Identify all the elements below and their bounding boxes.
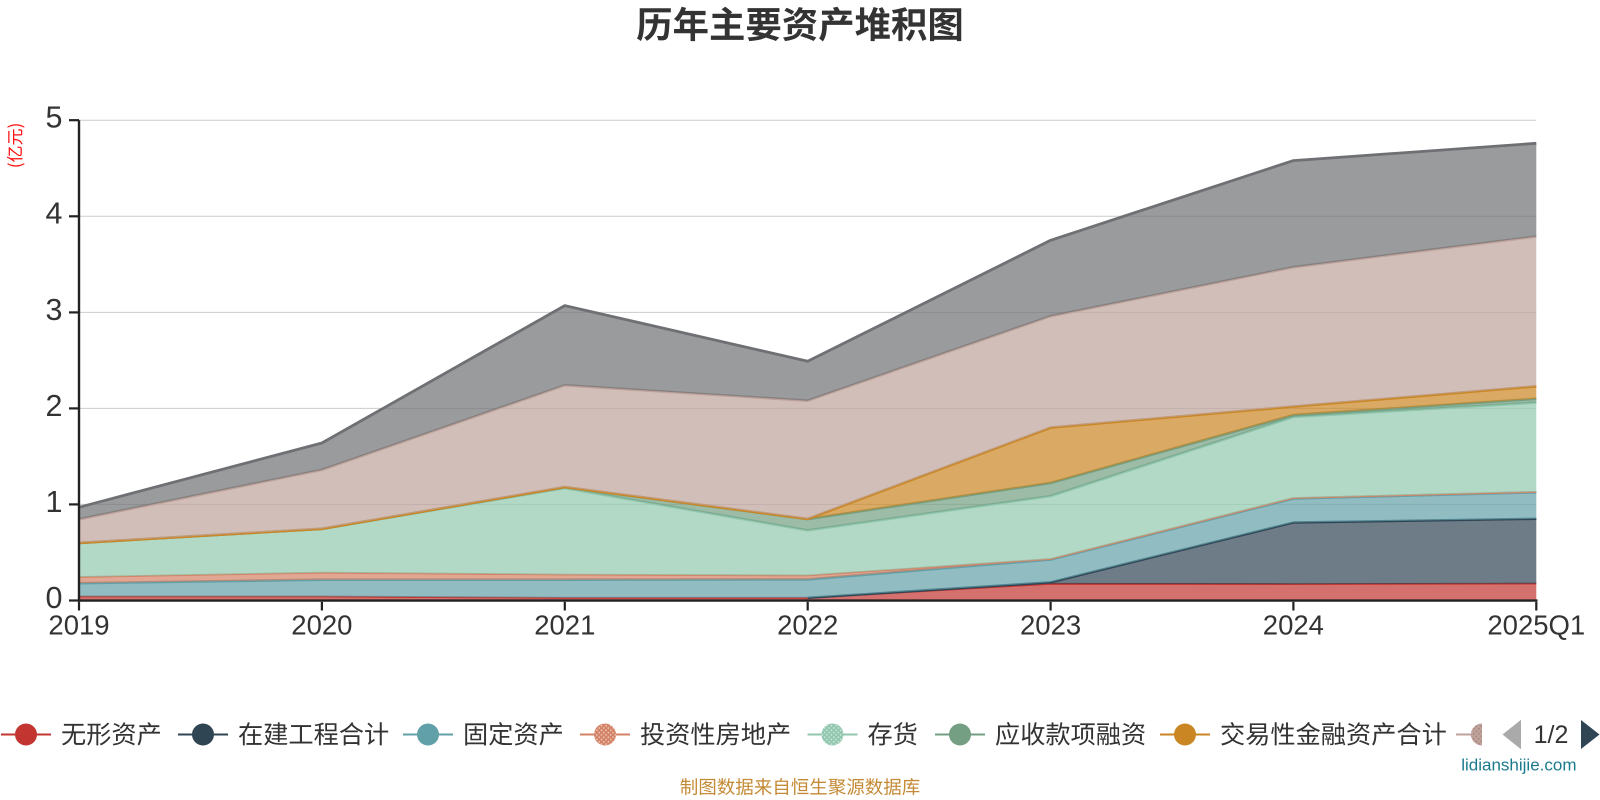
svg-text:2019: 2019: [48, 610, 109, 641]
svg-text:2023: 2023: [1020, 610, 1081, 641]
svg-text:2024: 2024: [1263, 610, 1324, 641]
svg-text:1/2: 1/2: [1534, 721, 1569, 749]
svg-text:0: 0: [46, 581, 63, 615]
svg-text:2020: 2020: [291, 610, 352, 641]
svg-text:3: 3: [46, 293, 63, 327]
svg-text:2025Q1: 2025Q1: [1487, 610, 1585, 641]
svg-text:2022: 2022: [777, 610, 838, 641]
svg-text:1: 1: [46, 485, 63, 519]
svg-text:2021: 2021: [534, 610, 595, 641]
svg-text:2: 2: [46, 389, 63, 423]
svg-text:5: 5: [46, 101, 63, 135]
svg-text:lidianshijie.com: lidianshijie.com: [1461, 755, 1576, 774]
svg-text:4: 4: [46, 197, 63, 231]
